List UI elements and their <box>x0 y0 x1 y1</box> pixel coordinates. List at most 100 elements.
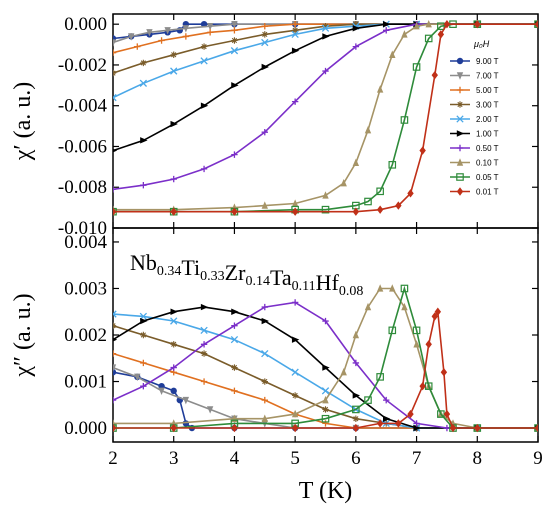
data-point <box>200 341 208 348</box>
data-point <box>321 205 330 214</box>
data-point <box>261 23 268 30</box>
data-point <box>424 34 433 43</box>
data-point <box>113 364 117 372</box>
data-point <box>230 47 239 55</box>
data-point <box>383 27 390 34</box>
data-point <box>322 191 329 199</box>
data-point <box>158 37 165 44</box>
data-point <box>113 69 117 77</box>
legend-label: 0.10 T <box>476 159 499 168</box>
data-point <box>413 340 420 348</box>
data-point <box>322 33 330 40</box>
data-point <box>261 349 269 358</box>
data-point <box>261 414 268 422</box>
data-point <box>182 33 190 40</box>
data-point <box>437 22 445 31</box>
data-point <box>134 373 141 382</box>
data-point <box>443 409 451 419</box>
data-point <box>322 317 329 325</box>
data-point <box>291 336 300 343</box>
data-point <box>200 43 208 50</box>
data-point <box>170 423 177 433</box>
data-point <box>231 207 238 216</box>
data-point <box>474 19 481 29</box>
x-axis-label: T (K) <box>299 478 353 504</box>
data-point <box>322 23 329 30</box>
data-point <box>364 197 372 206</box>
field-legend: μ₀H 9.00 T 7.00 T 5.00 T 3.00 T 2.00 T 1.00 T 0… <box>450 39 499 197</box>
series-group <box>113 284 538 433</box>
legend-marker <box>456 101 464 108</box>
data-point <box>231 20 238 29</box>
data-point <box>170 364 177 371</box>
x-tick-label: 3 <box>169 448 179 469</box>
data-point <box>395 201 402 210</box>
data-point <box>140 331 147 339</box>
data-point <box>321 387 330 395</box>
data-point <box>413 22 420 30</box>
data-point <box>113 148 118 153</box>
legend-label: 3.00 T <box>476 101 499 110</box>
data-point <box>322 420 329 427</box>
data-point <box>352 330 360 339</box>
data-point <box>352 25 361 32</box>
data-point <box>291 392 299 399</box>
data-point <box>443 424 451 432</box>
data-point <box>364 396 372 404</box>
data-point <box>352 43 360 50</box>
data-point <box>200 303 209 311</box>
series-line-0-05-T <box>113 23 538 213</box>
data-point <box>413 424 421 432</box>
x-tick-label: 9 <box>533 448 543 469</box>
legend-marker <box>456 158 464 166</box>
data-point <box>170 67 178 75</box>
data-point <box>164 27 171 35</box>
data-point <box>321 414 330 423</box>
data-point <box>474 423 481 433</box>
data-point <box>322 395 329 404</box>
data-point <box>376 373 384 381</box>
data-point <box>113 350 117 357</box>
data-point <box>352 158 360 166</box>
data-point <box>322 364 330 371</box>
data-point <box>261 396 268 404</box>
data-point <box>352 405 360 414</box>
data-point <box>261 38 269 47</box>
x-tick-label: 4 <box>230 448 240 469</box>
data-point <box>419 381 426 391</box>
data-point <box>182 396 190 405</box>
data-point <box>383 396 390 404</box>
data-point <box>261 317 269 325</box>
data-point <box>443 19 451 29</box>
y-tick-label: -0.004 <box>58 96 108 117</box>
legend-marker <box>456 187 464 196</box>
data-point <box>170 317 178 325</box>
legend-label: 2.00 T <box>476 115 499 124</box>
data-point <box>395 419 402 428</box>
data-point <box>291 98 299 105</box>
legend-label: 9.00 T <box>476 57 499 66</box>
legend-marker <box>456 115 464 123</box>
data-point <box>200 165 208 173</box>
data-point <box>383 415 391 422</box>
data-point <box>113 310 117 318</box>
data-point <box>364 302 372 311</box>
x-tick-label: 8 <box>473 448 483 469</box>
data-point <box>412 326 421 335</box>
data-point <box>389 50 396 58</box>
data-point <box>170 308 178 315</box>
data-point <box>182 25 190 33</box>
data-point <box>291 207 299 216</box>
data-point <box>231 27 238 34</box>
data-point <box>376 205 384 214</box>
data-point <box>401 302 408 311</box>
data-point <box>170 175 177 183</box>
data-point <box>352 423 360 433</box>
data-point <box>376 419 384 428</box>
data-point <box>230 335 239 344</box>
data-point <box>534 423 538 433</box>
data-point <box>200 378 208 385</box>
data-point <box>431 312 438 321</box>
data-point <box>322 406 329 413</box>
data-point <box>340 178 347 187</box>
